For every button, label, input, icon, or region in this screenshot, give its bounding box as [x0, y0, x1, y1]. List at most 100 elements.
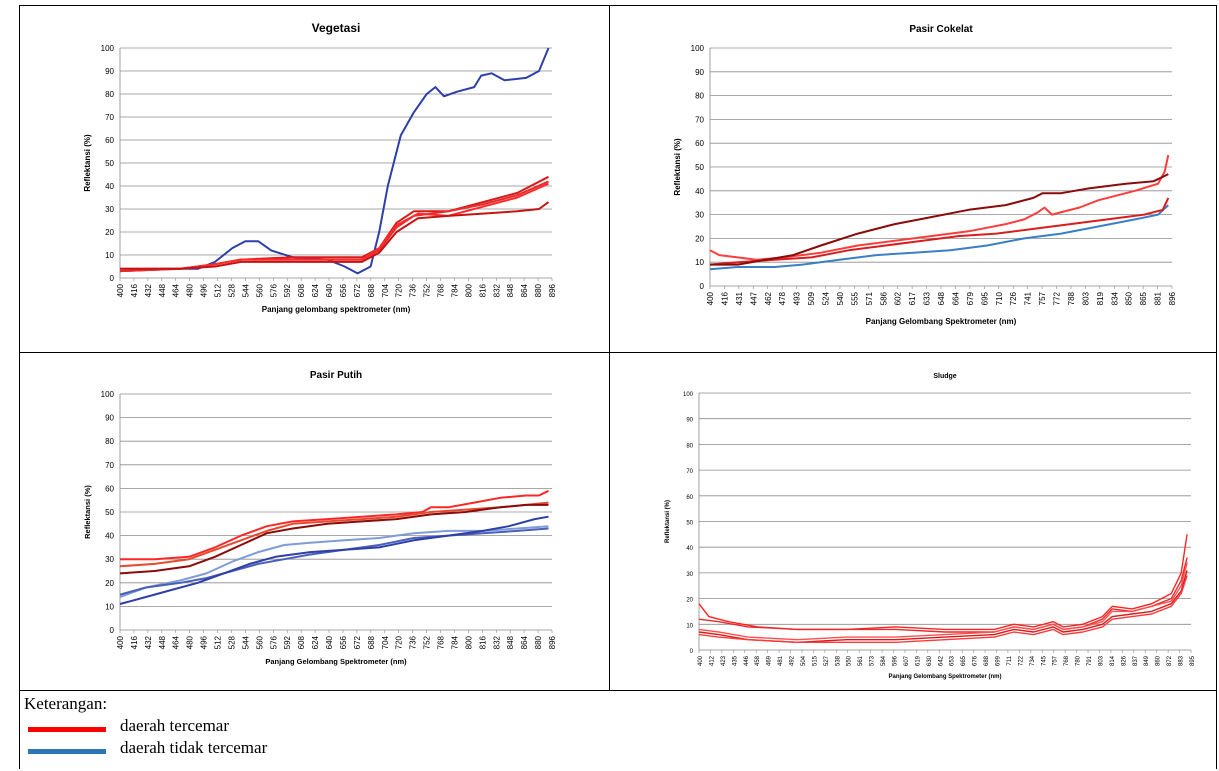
- y-tick-label: 80: [105, 437, 114, 446]
- x-tick-label: 757: [1038, 291, 1047, 305]
- legend-label-tidak-tercemar: daerah tidak tercemar: [120, 738, 268, 757]
- x-tick-label: 416: [130, 283, 139, 297]
- x-tick-label: 672: [353, 635, 362, 649]
- series-line: [119, 175, 549, 273]
- x-tick-label: 527: [824, 655, 830, 666]
- series-line: [698, 562, 1188, 641]
- y-tick-label: 90: [695, 68, 704, 77]
- series-line: [119, 503, 549, 575]
- x-tick-label: 464: [172, 635, 181, 649]
- x-tick-label: 745: [1041, 655, 1047, 666]
- y-tick-label: 60: [105, 136, 114, 145]
- x-tick-label: 780: [1076, 655, 1082, 666]
- x-tick-label: 619: [915, 655, 921, 666]
- x-tick-label: 768: [1064, 655, 1070, 666]
- x-tick-label: 880: [534, 635, 543, 649]
- y-tick-label: 30: [695, 211, 704, 220]
- x-tick-label: 528: [227, 283, 236, 297]
- x-tick-label: 492: [790, 655, 796, 666]
- x-tick-label: 768: [437, 283, 446, 297]
- x-tick-label: 544: [241, 635, 250, 649]
- y-tick-label: 10: [695, 258, 704, 267]
- y-tick-label: 20: [695, 234, 704, 243]
- x-tick-label: 883: [1179, 655, 1185, 666]
- x-tick-label: 722: [1018, 655, 1024, 666]
- x-tick-label: 607: [904, 655, 910, 666]
- x-tick-label: 512: [214, 283, 223, 297]
- legend-swatch-red: [28, 727, 106, 732]
- x-tick-label: 896: [1168, 291, 1177, 305]
- y-tick-label: 0: [690, 649, 694, 655]
- x-tick-label: 848: [506, 283, 515, 297]
- x-tick-label: 816: [478, 283, 487, 297]
- x-tick-label: 400: [706, 291, 715, 305]
- x-tick-label: 676: [973, 655, 979, 666]
- x-tick-label: 860: [1156, 655, 1162, 666]
- x-tick-label: 512: [214, 635, 223, 649]
- chart-pasir-cokelat: Pasir Cokelat 0 10 20 30 40 50 60 70 80 90 100 400 41…: [673, 24, 1177, 326]
- x-tick-label: 458: [755, 655, 761, 666]
- x-tick-label: 576: [269, 635, 278, 649]
- x-tick-label: 864: [520, 635, 529, 649]
- chart-panel-sludge: Sludge 0 10 20 30 40 50 60 70 80 90 100 400 412 423 435…: [655, 360, 1195, 682]
- x-tick-label: 752: [423, 283, 432, 297]
- series-line: [698, 534, 1188, 631]
- y-tick-label: 70: [105, 461, 114, 470]
- x-tick-label: 664: [951, 291, 960, 305]
- y-tick-label: 0: [110, 626, 115, 635]
- series-line: [119, 527, 549, 596]
- x-tick-label: 816: [478, 635, 487, 649]
- y-tick-label: 30: [105, 555, 114, 564]
- x-tick-label: 540: [836, 291, 845, 305]
- x-tick-label: 832: [492, 283, 501, 297]
- y-tick-label: 100: [101, 390, 115, 399]
- x-tick-label: 416: [130, 635, 139, 649]
- x-tick-label: 478: [778, 291, 787, 305]
- x-tick-label: 679: [966, 291, 975, 305]
- x-tick-label: 617: [908, 291, 917, 305]
- x-tick-label: 895: [1190, 655, 1195, 666]
- y-axis-label: Reflektansi (%): [673, 138, 682, 196]
- x-tick-label: 515: [812, 655, 818, 666]
- series-line: [710, 173, 1169, 266]
- y-tick-label: 70: [686, 469, 693, 475]
- chart-panel-pasir-cokelat: Pasir Cokelat 0 10 20 30 40 50 60 70 80 90 100 400 41…: [660, 14, 1190, 344]
- y-axis-label: Reflektansi (%): [665, 500, 671, 543]
- y-tick-label: 60: [686, 495, 693, 501]
- y-tick-label: 20: [686, 598, 693, 604]
- x-tick-label: 699: [995, 655, 1001, 666]
- x-tick-label: 400: [698, 655, 704, 666]
- x-tick-label: 837: [1133, 655, 1139, 666]
- series-line: [119, 47, 550, 275]
- table-border-left: [19, 5, 20, 769]
- x-tick-label: 704: [381, 635, 390, 649]
- y-tick-label: 50: [686, 521, 693, 527]
- x-tick-label: 448: [158, 283, 167, 297]
- x-tick-label: 586: [879, 291, 888, 305]
- x-tick-label: 720: [395, 283, 404, 297]
- x-tick-label: 480: [186, 635, 195, 649]
- x-tick-label: 896: [548, 283, 557, 297]
- y-tick-label: 70: [695, 115, 704, 124]
- x-tick-label: 656: [339, 635, 348, 649]
- y-tick-label: 20: [105, 228, 114, 237]
- y-tick-label: 10: [686, 623, 693, 629]
- series-line: [698, 575, 1188, 643]
- x-tick-label: 640: [325, 283, 334, 297]
- y-tick-label: 90: [105, 67, 114, 76]
- table-border-right: [1216, 5, 1217, 769]
- figure-table: [19, 5, 1217, 769]
- x-tick-label: 573: [870, 655, 876, 666]
- x-tick-label: 592: [283, 283, 292, 297]
- x-tick-label: 602: [894, 291, 903, 305]
- y-tick-label: 50: [695, 163, 704, 172]
- x-tick-label: 464: [172, 283, 181, 297]
- x-tick-label: 630: [927, 655, 933, 666]
- y-tick-label: 30: [105, 205, 114, 214]
- table-divider-vertical: [609, 5, 610, 690]
- y-tick-label: 10: [105, 251, 114, 260]
- y-tick-label: 30: [686, 572, 693, 578]
- x-tick-label: 653: [950, 655, 956, 666]
- y-tick-label: 40: [695, 187, 704, 196]
- x-tick-label: 872: [1167, 655, 1173, 666]
